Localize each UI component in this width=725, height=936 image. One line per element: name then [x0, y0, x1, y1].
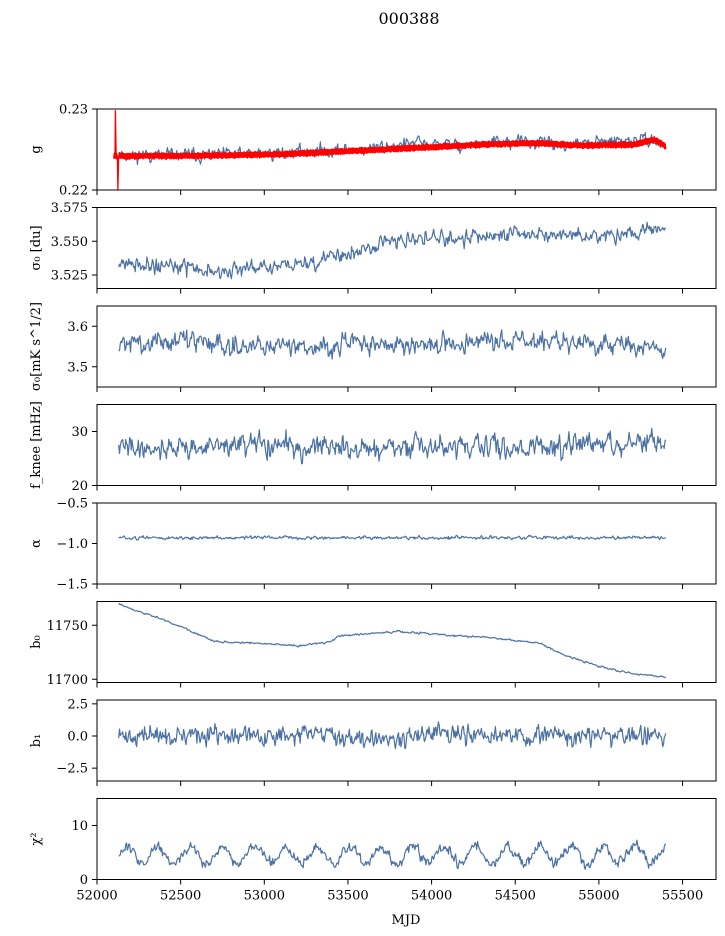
axes-frame-sigma0_du: [96, 207, 717, 289]
subplot-stack: 0.22 0.23 g 3.525 3.550 3.575 σ₀ [du] 3.5 3.6 σ₀[…: [29, 103, 717, 904]
y-tick-label: 0.0: [67, 730, 88, 745]
y-tick-label: −0.5: [56, 497, 88, 512]
subplot-b1: −2.5 0.0 2.5 b₁: [29, 697, 717, 786]
y-tick-label: 0.22: [59, 184, 88, 199]
y-axis-label-sigma0_mK: σ₀[mK s^1/2]: [29, 302, 44, 391]
x-tick-label: 55500: [662, 889, 703, 904]
axes-frame-fknee: [96, 404, 717, 486]
series-line-sigma0_du: [118, 221, 667, 280]
x-tick-label: 55000: [578, 889, 619, 904]
subplot-chi2: 0 10 52000 52500 53000 53500 54000 54500 55000 55…: [29, 798, 717, 904]
series-line-alpha: [118, 534, 667, 541]
subplot-sigma0_du: 3.525 3.550 3.575 σ₀ [du]: [29, 201, 717, 294]
x-tick-label: 54500: [495, 889, 536, 904]
axes-frame-b1: [96, 699, 717, 782]
axes-frame-b0: [96, 601, 717, 683]
y-axis-label-g: g: [29, 145, 44, 153]
subplot-g: 0.22 0.23 g: [29, 103, 717, 199]
x-axis-label: MJD: [392, 913, 421, 928]
x-tick-label: 54000: [411, 889, 452, 904]
axes-frame-sigma0_mK: [96, 305, 717, 388]
y-axis-label-chi2: χ²: [29, 832, 44, 845]
y-tick-label: 3.575: [51, 201, 88, 216]
y-axis-label-sigma0_du: σ₀ [du]: [29, 225, 44, 270]
y-tick-label: 3.6: [67, 320, 88, 335]
figure-title: 000388: [378, 9, 439, 28]
y-tick-label: 0: [80, 873, 88, 888]
y-tick-label: 30: [71, 425, 88, 440]
series-line-sigma0_mK: [118, 329, 667, 360]
y-tick-label: 3.5: [67, 360, 88, 375]
y-tick-label: 3.525: [51, 269, 88, 284]
series-line-g_smooth: [113, 109, 667, 191]
series-line-b1: [118, 721, 667, 750]
y-axis-label-fknee: f_knee [mHz]: [29, 401, 44, 489]
y-tick-label: −1.5: [56, 578, 88, 593]
y-tick-label: 0.23: [59, 103, 88, 118]
series-line-b0: [118, 602, 667, 679]
x-tick-label: 52000: [76, 889, 117, 904]
series-line-fknee: [118, 427, 667, 465]
x-tick-label: 52500: [160, 889, 201, 904]
y-axis-label-alpha: α: [29, 539, 44, 548]
subplot-alpha: −1.5 −1.0 −0.5 α: [29, 497, 717, 593]
subplot-fknee: 20 30 f_knee [mHz]: [29, 401, 717, 494]
y-tick-label: 11750: [47, 619, 88, 634]
x-tick-label: 53500: [327, 889, 368, 904]
y-tick-label: −1.0: [56, 537, 88, 552]
y-axis-label-b0: b₀: [29, 635, 44, 649]
y-tick-label: 2.5: [67, 697, 88, 712]
y-tick-label: 3.550: [51, 235, 88, 250]
series-line-chi2: [118, 839, 667, 870]
y-tick-label: 11700: [47, 673, 88, 688]
x-tick-label: 53000: [244, 889, 285, 904]
axes-frame-chi2: [96, 798, 717, 880]
y-tick-label: 10: [71, 819, 88, 834]
axes-frame-g: [96, 108, 717, 191]
y-tick-label: 20: [71, 479, 88, 494]
subplot-sigma0_mK: 3.5 3.6 σ₀[mK s^1/2]: [29, 302, 717, 392]
y-axis-label-b1: b₁: [29, 734, 44, 748]
axes-frame-alpha: [96, 502, 717, 585]
y-tick-label: −2.5: [56, 762, 88, 777]
